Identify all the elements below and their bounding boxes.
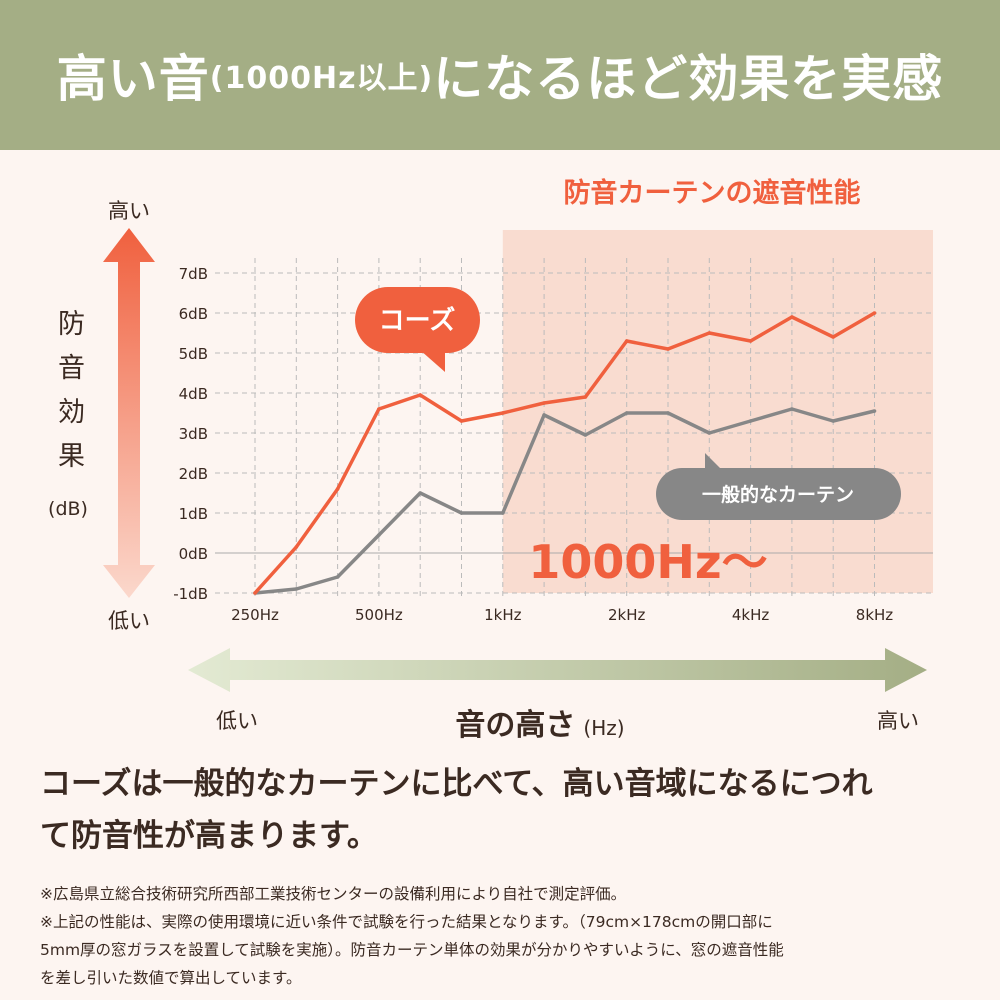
data-point: [624, 411, 629, 415]
y-tick-label: 6dB: [179, 305, 208, 323]
data-point: [335, 487, 340, 491]
x-axis-title: 音の高さ (Hz): [455, 708, 624, 743]
y-tick-label: 4dB: [179, 385, 208, 403]
data-point: [790, 407, 794, 411]
data-point: [707, 431, 712, 435]
data-point: [459, 419, 464, 423]
y-high-label: 高い: [108, 199, 150, 223]
x-tick-label: 4kHz: [732, 606, 770, 624]
highlight-region: [502, 230, 933, 593]
data-point: [253, 591, 257, 595]
data-point: [418, 393, 423, 397]
x-low-label: 低い: [216, 709, 258, 733]
series-label-kozu: コーズ: [379, 305, 456, 336]
footnote: 5mm厚の窓ガラスを設置して試験を実施）。防音カーテン単体の効果が分かりやすいよ…: [40, 941, 784, 959]
data-point: [418, 491, 423, 495]
vertical-arrow: [103, 228, 155, 598]
footnotes: ※広島県立総合技術研究所西部工業技術センターの設備利用により自社で測定評価。 ※…: [40, 880, 784, 992]
x-tick-label: 1kHz: [484, 606, 522, 624]
summary-line: て防音性が高まります。: [40, 818, 378, 854]
title-part: になるほど効果を実感: [433, 50, 944, 108]
y-tick-label: 3dB: [179, 425, 208, 443]
footnote: ※広島県立総合技術研究所西部工業技術センターの設備利用により自社で測定評価。: [40, 885, 627, 903]
y-tick-label: 5dB: [179, 345, 208, 363]
footnote: を差し引いた数値で算出しています。: [40, 969, 302, 987]
data-point: [666, 347, 670, 351]
y-axis-unit: (dB): [48, 498, 88, 520]
data-point: [707, 331, 712, 335]
x-tick-label: 500Hz: [355, 606, 403, 624]
x-tick-label: 250Hz: [231, 606, 279, 624]
data-point: [790, 315, 794, 319]
title-part: 高い音: [56, 50, 210, 108]
data-point: [294, 545, 299, 549]
data-point: [294, 587, 299, 591]
chart-title: 防音カーテンの遮音性能: [564, 177, 861, 209]
data-point: [335, 575, 340, 579]
data-point: [583, 433, 588, 437]
series-line: [253, 311, 876, 595]
footnote: ※上記の性能は、実際の使用環境に近い条件で試験を行った結果となります。（79cm…: [40, 913, 773, 931]
y-tick-label: 7dB: [179, 265, 208, 283]
data-point: [748, 339, 753, 343]
x-tick-label: 2kHz: [608, 606, 646, 624]
title-part: (1000Hz以上): [209, 61, 434, 96]
chart: -1dB 0dB 1dB 2dB 3dB 4dB 5dB 6dB 7dB 250Hz 500Hz 1k…: [48, 177, 933, 743]
data-point: [459, 511, 464, 515]
data-point: [501, 411, 505, 415]
data-point: [583, 395, 588, 399]
data-point: [831, 419, 835, 423]
data-point: [666, 411, 670, 415]
data-point: [831, 335, 835, 339]
series-label-general: 一般的なカーテン: [702, 483, 854, 506]
data-point: [542, 413, 546, 417]
data-point: [542, 401, 546, 405]
page-title: 高い音 (1000Hz以上) になるほど効果を実感: [0, 0, 1000, 150]
data-point: [748, 419, 753, 423]
summary-text: コーズは一般的なカーテンに比べて、高い音域になるにつれ て防音性が高まります。: [40, 758, 873, 862]
y-low-label: 低い: [108, 609, 150, 633]
data-point: [377, 407, 381, 411]
y-tick-label: -1dB: [173, 585, 208, 603]
summary-line: コーズは一般的なカーテンに比べて、高い音域になるにつれ: [40, 766, 873, 802]
data-point: [872, 311, 877, 315]
y-tick-label: 2dB: [179, 465, 208, 483]
series-line: [254, 407, 875, 595]
callout-general: 一般的なカーテン: [656, 453, 901, 520]
data-point: [501, 511, 505, 515]
y-tick-label: 1dB: [179, 505, 208, 523]
y-axis-title: 防音効果: [53, 309, 84, 485]
data-point: [377, 533, 381, 537]
x-high-label: 高い: [877, 709, 919, 733]
data-point: [872, 409, 877, 413]
highlight-label: 1000Hz〜: [528, 535, 767, 589]
horizontal-arrow: [188, 648, 927, 692]
data-point: [624, 339, 629, 343]
x-tick-label: 8kHz: [856, 606, 894, 624]
callout-kozu: コーズ: [355, 287, 480, 372]
y-tick-label: 0dB: [179, 545, 208, 563]
